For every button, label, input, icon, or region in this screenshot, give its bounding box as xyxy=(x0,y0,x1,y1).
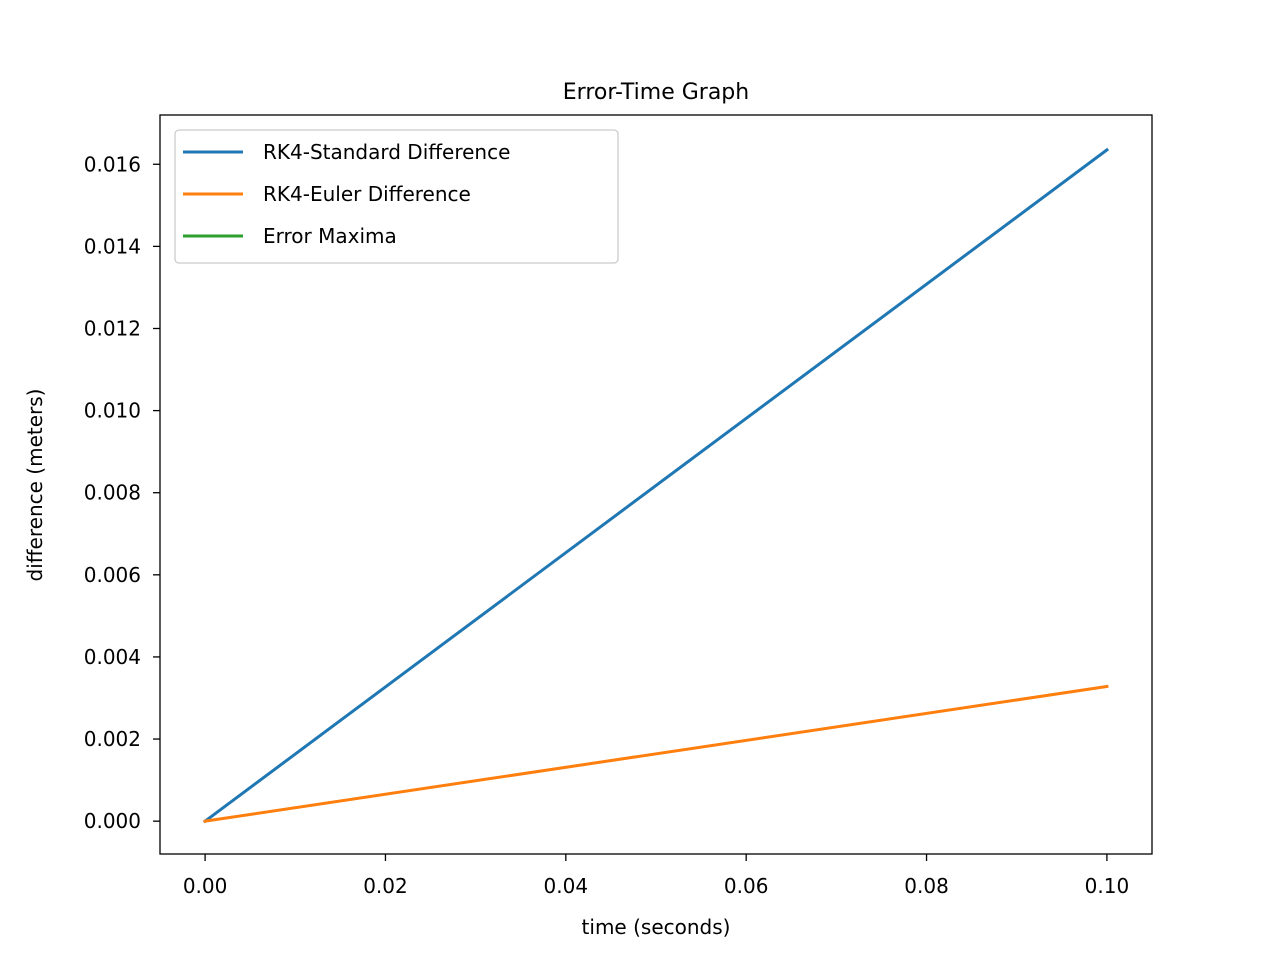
series-line-0 xyxy=(202,147,1110,824)
x-tick-label-3: 0.06 xyxy=(724,874,769,898)
series-line-1 xyxy=(203,684,1109,823)
plot-area xyxy=(202,147,1110,824)
axis-ticks: 0.00 0.02 0.04 0.06 0.08 0.10 0.000 0.002 0.004 0… xyxy=(84,152,1129,898)
y-tick-label-7: 0.014 xyxy=(84,234,141,258)
x-axis-label: time (seconds) xyxy=(582,915,731,939)
x-tick-label-2: 0.04 xyxy=(544,874,589,898)
y-tick-label-2: 0.004 xyxy=(84,645,141,669)
legend-label-1: RK4-Euler Difference xyxy=(263,182,471,206)
y-tick-label-8: 0.016 xyxy=(84,152,141,176)
y-axis-label: difference (meters) xyxy=(23,389,47,582)
axes-frame xyxy=(159,114,1153,855)
y-tick-label-1: 0.002 xyxy=(84,727,141,751)
legend: RK4-Standard Difference RK4-Euler Differe… xyxy=(174,129,619,264)
y-tick-label-3: 0.006 xyxy=(84,563,141,587)
y-tick-label-6: 0.012 xyxy=(84,316,141,340)
y-tick-label-5: 0.010 xyxy=(84,399,141,423)
legend-label-0: RK4-Standard Difference xyxy=(263,140,510,164)
x-tick-label-0: 0.00 xyxy=(183,874,228,898)
y-tick-label-4: 0.008 xyxy=(84,481,141,505)
legend-box xyxy=(174,129,619,264)
chart-title: Error-Time Graph xyxy=(563,80,749,105)
x-tick-label-1: 0.02 xyxy=(363,874,408,898)
x-tick-label-5: 0.10 xyxy=(1085,874,1130,898)
y-tick-label-0: 0.000 xyxy=(84,809,141,833)
legend-label-2: Error Maxima xyxy=(263,224,397,248)
x-tick-label-4: 0.08 xyxy=(904,874,949,898)
